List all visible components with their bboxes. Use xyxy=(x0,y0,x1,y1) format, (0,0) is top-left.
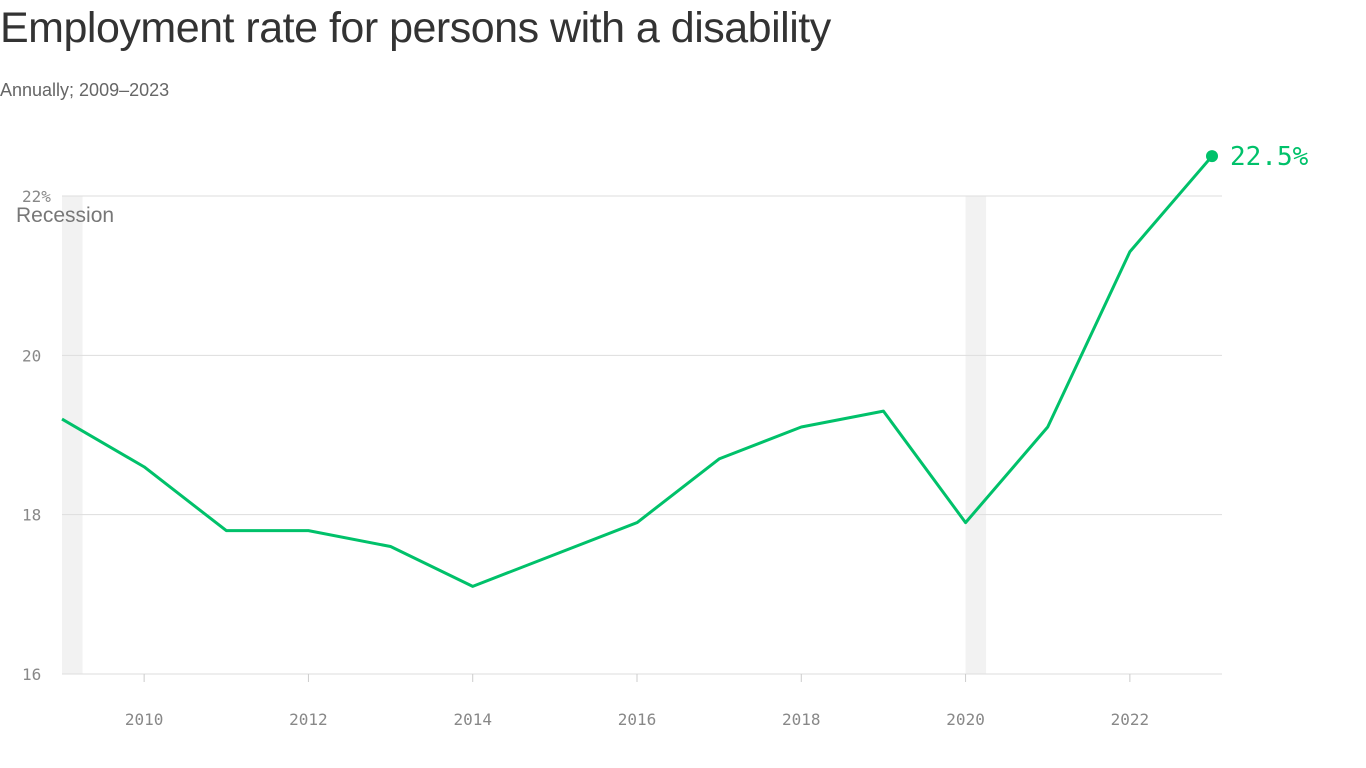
y-tick-label: 16 xyxy=(22,665,41,684)
y-tick-label: 20 xyxy=(22,346,41,365)
chart-subtitle: Annually; 2009–2023 xyxy=(0,80,170,100)
x-tick-label: 2010 xyxy=(125,710,164,729)
x-tick-label: 2014 xyxy=(453,710,492,729)
x-tick-label: 2022 xyxy=(1111,710,1150,729)
recession-band xyxy=(62,196,83,674)
chart-title: Employment rate for persons with a disab… xyxy=(0,4,831,52)
end-value-label: 22.5% xyxy=(1230,142,1309,172)
end-point xyxy=(1206,150,1218,163)
x-tick-label: 2012 xyxy=(289,710,328,729)
x-tick-label: 2018 xyxy=(782,710,821,729)
x-tick-label: 2016 xyxy=(618,710,657,729)
recession-band xyxy=(965,196,987,674)
x-tick-label: 2020 xyxy=(946,710,985,729)
y-tick-label: 22% xyxy=(22,187,51,206)
y-tick-label: 18 xyxy=(22,506,41,525)
recession-label: Recession xyxy=(16,204,114,227)
series-line xyxy=(61,155,1214,588)
